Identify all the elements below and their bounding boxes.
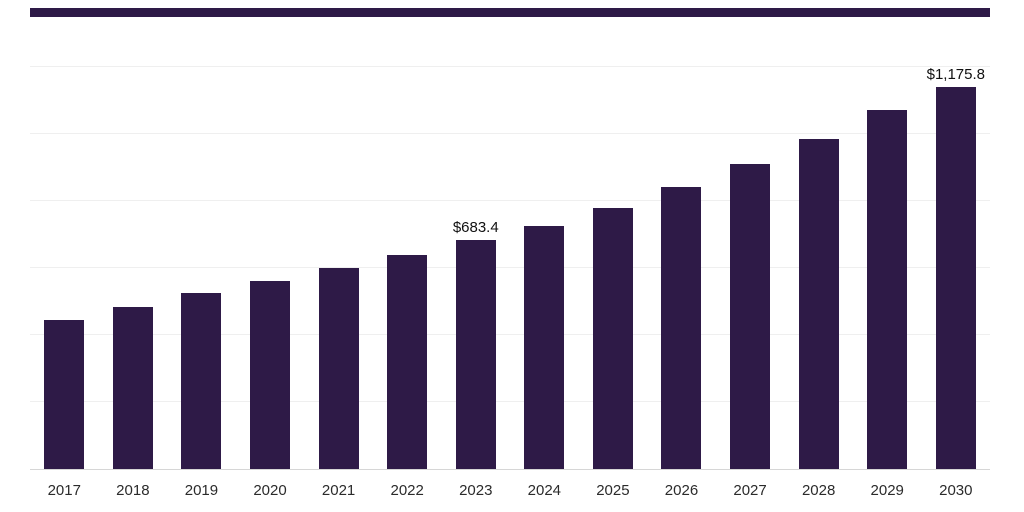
bar-2024 — [524, 225, 565, 469]
top-decoration-bar — [30, 8, 990, 17]
bar-2029 — [867, 110, 908, 469]
x-tick-label: 2030 — [939, 482, 973, 499]
bar-slot — [99, 67, 168, 469]
bars-row: $683.4 $1,175.8 — [30, 67, 990, 469]
bar-slot — [579, 67, 648, 469]
x-axis: 2017 2018 2019 2020 2021 2022 2023 2024 2025 2026… — [30, 482, 990, 504]
x-tick-label: 2018 — [116, 482, 150, 499]
bar-2028 — [798, 139, 839, 469]
x-tick-label: 2023 — [459, 482, 493, 499]
x-tick-label: 2027 — [733, 482, 767, 499]
gridline — [30, 334, 990, 336]
bar-2025 — [592, 207, 633, 469]
x-tick-label: 2020 — [253, 482, 287, 499]
x-tick-label: 2025 — [596, 482, 630, 499]
bar-value-label: $1,175.8 — [926, 66, 985, 83]
bar-slot — [304, 67, 373, 469]
bar-2027 — [730, 164, 771, 469]
bar-slot — [373, 67, 442, 469]
bar-slot — [716, 67, 785, 469]
bar-slot — [30, 67, 99, 469]
bar-slot — [853, 67, 922, 469]
bar-slot — [167, 67, 236, 469]
x-tick-label: 2026 — [664, 482, 699, 499]
bar-2022 — [387, 254, 428, 469]
bar-2023 — [455, 240, 496, 469]
bar-slot — [784, 67, 853, 469]
bar-slot — [236, 67, 305, 469]
bar-2021 — [318, 268, 359, 469]
gridline — [30, 401, 990, 403]
x-tick-label: 2024 — [527, 482, 562, 499]
bar-2026 — [661, 186, 702, 469]
x-tick-label: 2021 — [321, 482, 356, 499]
bar-slot: $683.4 — [441, 67, 510, 469]
x-tick-label: 2017 — [47, 482, 81, 499]
bar-value-label: $683.4 — [452, 219, 499, 237]
x-tick-label: 2028 — [801, 482, 836, 499]
gridline — [30, 267, 990, 268]
bar-slot: $1,175.8 — [922, 67, 991, 469]
gridline — [30, 66, 990, 67]
bar-2018 — [112, 306, 153, 469]
x-tick-label: 2022 — [390, 482, 424, 499]
gridline — [30, 133, 990, 134]
gridline — [30, 200, 990, 202]
plot-area: $683.4 $1,175.8 — [30, 66, 990, 470]
bar-slot — [510, 67, 579, 469]
bar-2030 — [935, 87, 976, 469]
bar-2017 — [44, 319, 85, 469]
bar-2020 — [250, 281, 291, 469]
bar-2019 — [181, 293, 222, 469]
bar-slot — [647, 67, 716, 469]
x-tick-label: 2019 — [184, 482, 219, 499]
x-tick-label: 2029 — [870, 482, 904, 499]
